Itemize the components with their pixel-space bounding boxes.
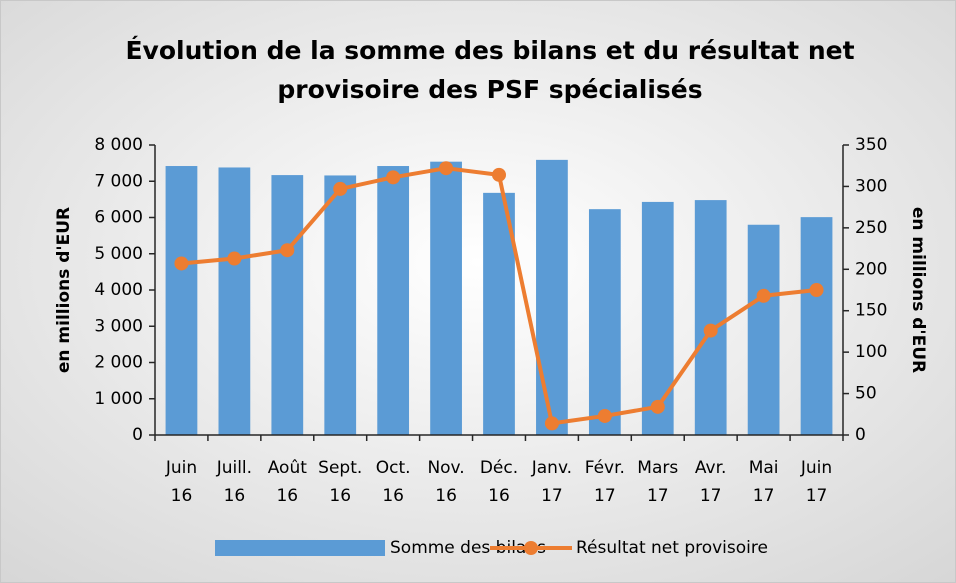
x-tick-label: Févr. [585,458,625,478]
y-tick-label: 6 000 [94,208,143,228]
x-tick-label: Juin [165,458,197,478]
y2-tick-label: 50 [855,384,877,404]
line-marker [439,161,454,176]
y2-tick-label: 100 [855,342,887,362]
y2-tick-label: 0 [855,425,866,445]
line-marker [227,251,242,266]
x-tick-label: 16 [488,486,510,506]
line-marker [492,167,506,182]
bar [377,166,410,435]
y2-tick-label: 150 [855,301,887,321]
x-tick-label: Août [268,458,308,478]
bar [747,224,780,435]
line-marker [809,283,824,297]
x-tick-label: Déc. [480,458,518,478]
x-tick-label: 16 [171,486,193,506]
y-tick-label: 5 000 [94,244,143,264]
x-tick-label: Sept. [318,458,362,478]
legend-label: Somme des bilans [390,538,546,558]
y2-axis-label: en millions d'EUR [908,207,928,373]
y-tick-label: 8 000 [94,135,143,155]
y2-tick-label: 250 [855,218,887,238]
x-tick-label: Juin [800,458,832,478]
y-axis-label: en millions d'EUR [54,207,74,373]
bar [165,166,198,435]
line-marker [333,181,348,196]
bar [694,200,727,435]
x-tick-label: Juill. [216,458,252,478]
y-tick-label: 4 000 [94,280,143,300]
y2-tick-label: 200 [855,259,887,279]
line-marker [386,170,401,185]
legend-swatch [524,541,538,555]
legend-swatch [215,540,385,556]
x-tick-label: Mars [637,458,678,478]
x-tick-label: 17 [700,486,722,506]
y-tick-label: 7 000 [94,171,143,191]
line-marker [756,288,771,303]
x-tick-label: 17 [594,486,616,506]
line-marker [703,323,718,338]
bar [588,209,621,435]
bar [271,175,304,435]
x-tick-label: 17 [753,486,775,506]
x-tick-label: Avr. [695,458,727,478]
x-tick-label: 16 [224,486,246,506]
chart-title: Évolution de la somme des bilans et du r… [125,36,854,65]
line-marker [597,408,612,423]
chart-title: provisoire des PSF spécialisés [277,75,702,104]
bar [218,167,251,435]
x-tick-label: 16 [435,486,457,506]
x-tick-label: 17 [541,486,563,506]
line-marker [544,416,559,431]
line-marker [650,399,665,414]
bar [536,159,568,436]
x-tick-label: Oct. [376,458,411,478]
y2-tick-label: 300 [855,176,887,196]
bar [430,161,462,436]
y-tick-label: 0 [132,425,143,445]
y-tick-label: 3 000 [94,316,143,336]
x-tick-label: 16 [382,486,404,506]
x-tick-label: 17 [647,486,669,506]
y-tick-label: 1 000 [94,389,143,409]
x-tick-label: Nov. [427,458,464,478]
bar [641,201,674,435]
x-tick-label: 16 [276,486,298,506]
bar [324,175,357,435]
x-tick-label: 17 [806,486,828,506]
line-marker [174,256,189,271]
legend-label: Résultat net provisoire [576,538,768,558]
x-tick-label: Janv. [531,458,572,478]
x-tick-label: Mai [749,458,779,478]
line-marker [280,243,295,258]
x-tick-label: 16 [329,486,351,506]
y-tick-label: 2 000 [94,353,143,373]
y2-tick-label: 350 [855,135,887,155]
bar [800,217,833,435]
